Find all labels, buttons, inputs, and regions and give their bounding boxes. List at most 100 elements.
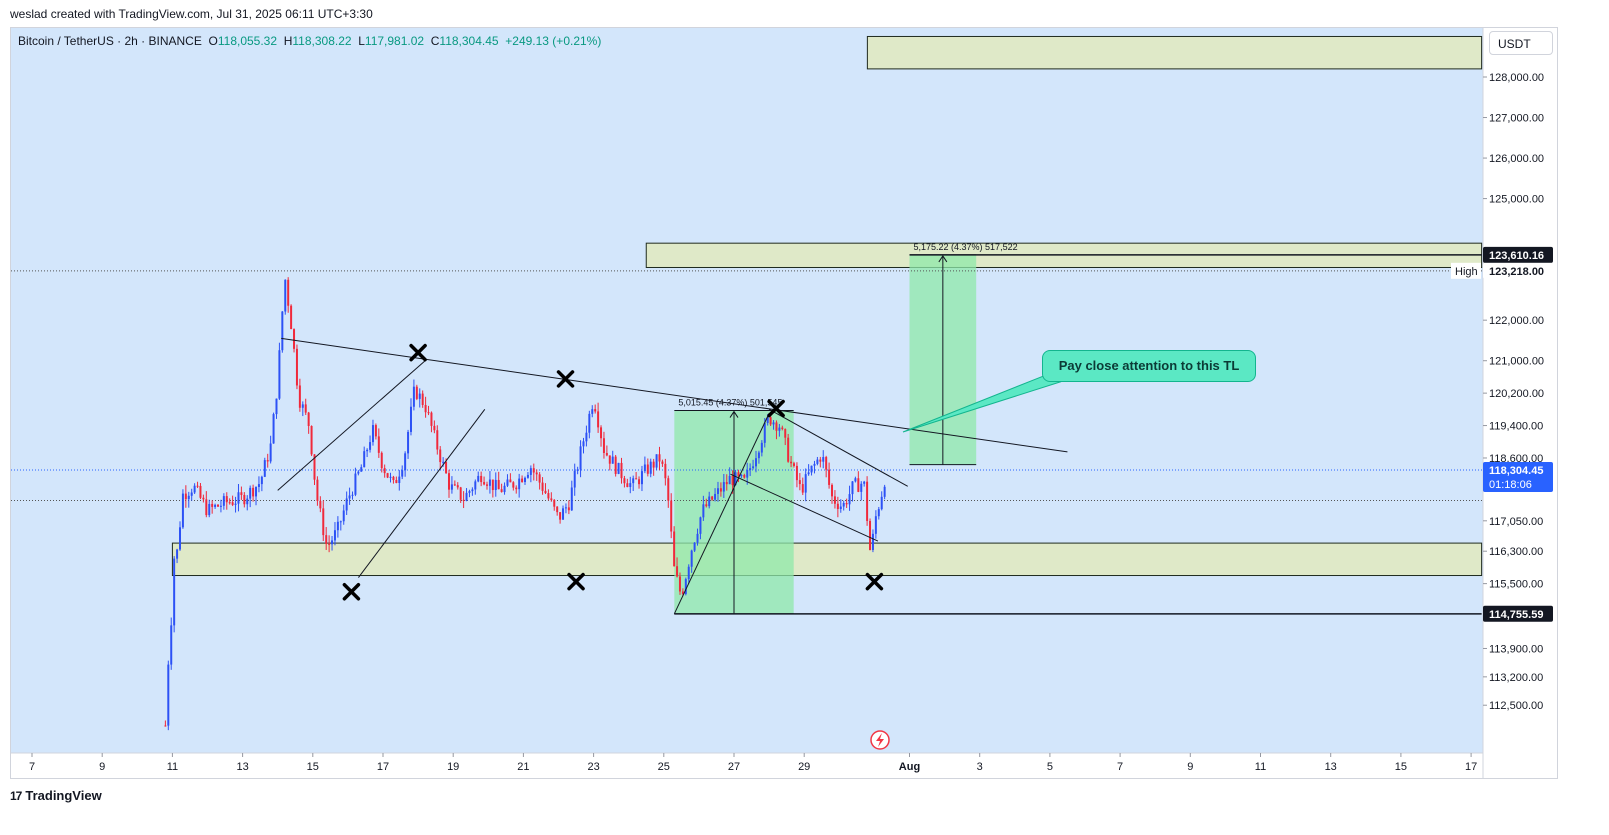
currency-selector[interactable]: USDT (1489, 31, 1553, 55)
candle-body (667, 478, 670, 501)
candle-body (842, 503, 845, 507)
candle-body (208, 503, 211, 516)
candle-body (453, 484, 456, 486)
candle-body (828, 469, 831, 485)
candle-body (351, 494, 354, 496)
candle-body (211, 503, 214, 507)
candle-body (328, 543, 331, 545)
candle-body (331, 540, 334, 545)
trendline-flag-upper (768, 408, 908, 487)
candle-body (845, 503, 848, 505)
candle-body (597, 411, 600, 428)
candle-body (550, 498, 553, 500)
candle-body (573, 470, 576, 488)
candle-body (164, 725, 167, 727)
candle-body (635, 478, 638, 480)
candle-body (649, 461, 652, 474)
candle-body (366, 449, 369, 452)
supply-demand-zone (866, 35, 1483, 70)
candle-body (547, 493, 550, 499)
candle-body (690, 550, 693, 567)
candle-body (772, 422, 775, 425)
candle-body (538, 474, 541, 483)
candle-body (869, 520, 872, 550)
candle-body (430, 412, 433, 426)
annotation-callout[interactable]: Pay close attention to this TL (1042, 350, 1256, 382)
candle-body (260, 476, 263, 485)
candle-body (564, 507, 567, 509)
candle-body (810, 465, 813, 473)
date-tick-label: 29 (798, 761, 810, 773)
candle-body (602, 438, 605, 454)
date-tick-label: 17 (377, 761, 389, 773)
candle-body (427, 412, 430, 414)
candle-body (307, 412, 310, 426)
candle-body (237, 492, 240, 504)
candle-body (746, 469, 749, 478)
candle-body (804, 474, 807, 493)
trendline-flag-lower (730, 473, 879, 542)
candle-body (567, 507, 570, 511)
candle-body (497, 479, 500, 490)
date-tick-label: 27 (728, 761, 740, 773)
candle-body (632, 478, 635, 484)
high-tag-label: High (1455, 266, 1478, 278)
symbol-legend[interactable]: Bitcoin / TetherUS · 2h · BINANCE O118,0… (18, 34, 601, 48)
candle-body (678, 576, 681, 592)
candle-body (348, 495, 351, 499)
candle-body (687, 566, 690, 580)
price-tick-label: 125,000.00 (1489, 194, 1544, 206)
candle-body (638, 479, 641, 485)
candle-body (515, 487, 518, 490)
candle-body (477, 475, 480, 482)
date-tick-label: 17 (1465, 761, 1477, 773)
candle-body (509, 479, 512, 483)
candle-body (880, 496, 883, 510)
candle-body (757, 452, 760, 459)
candle-body (371, 425, 374, 443)
price-tick-label: 127,000.00 (1489, 113, 1544, 125)
price-badge-label: 123,610.16 (1489, 250, 1544, 262)
candle-body (562, 508, 565, 520)
candle-body (670, 500, 673, 532)
candle-body (611, 456, 614, 464)
candle-body (661, 461, 664, 464)
trendline-rising-wedge-upper (277, 360, 426, 491)
candle-body (240, 492, 243, 495)
candle-body (556, 506, 559, 513)
price-badge-label: 118,304.45 (1489, 465, 1543, 477)
candle-body (491, 479, 494, 491)
candle-body (255, 487, 258, 497)
measure-arrow-head (938, 255, 948, 263)
candle-body (646, 464, 649, 474)
candle-body (524, 477, 527, 483)
price-tick-label: 113,900.00 (1489, 643, 1543, 655)
candle-body (503, 485, 506, 493)
candle-body (532, 468, 535, 473)
candle-body (860, 483, 863, 492)
candle-body (740, 474, 743, 477)
date-tick-label: 7 (1117, 761, 1123, 773)
tradingview-logo[interactable]: 17 TradingView (10, 788, 102, 803)
price-tick-label: 117,050.00 (1489, 516, 1543, 528)
candle-body (699, 517, 702, 534)
candle-body (398, 476, 401, 483)
candle-body (214, 504, 217, 507)
candle-body (433, 425, 436, 431)
measure-label: 5,175.22 (4.37%) 517,522 (914, 242, 1018, 252)
candle-body (459, 487, 462, 500)
candle-body (278, 350, 281, 399)
candle-body (389, 476, 392, 478)
candle-body (468, 491, 471, 493)
price-badge-label: 114,755.59 (1489, 609, 1543, 621)
candle-body (702, 504, 705, 518)
candle-body (877, 509, 880, 517)
candle-body (623, 478, 626, 484)
change-value: +249.13 (+0.21%) (505, 34, 602, 48)
date-tick-label: 9 (99, 761, 105, 773)
candle-body (787, 437, 790, 462)
candle-body (526, 474, 529, 478)
candle-body (705, 504, 708, 507)
supply-demand-zone (171, 542, 1483, 577)
